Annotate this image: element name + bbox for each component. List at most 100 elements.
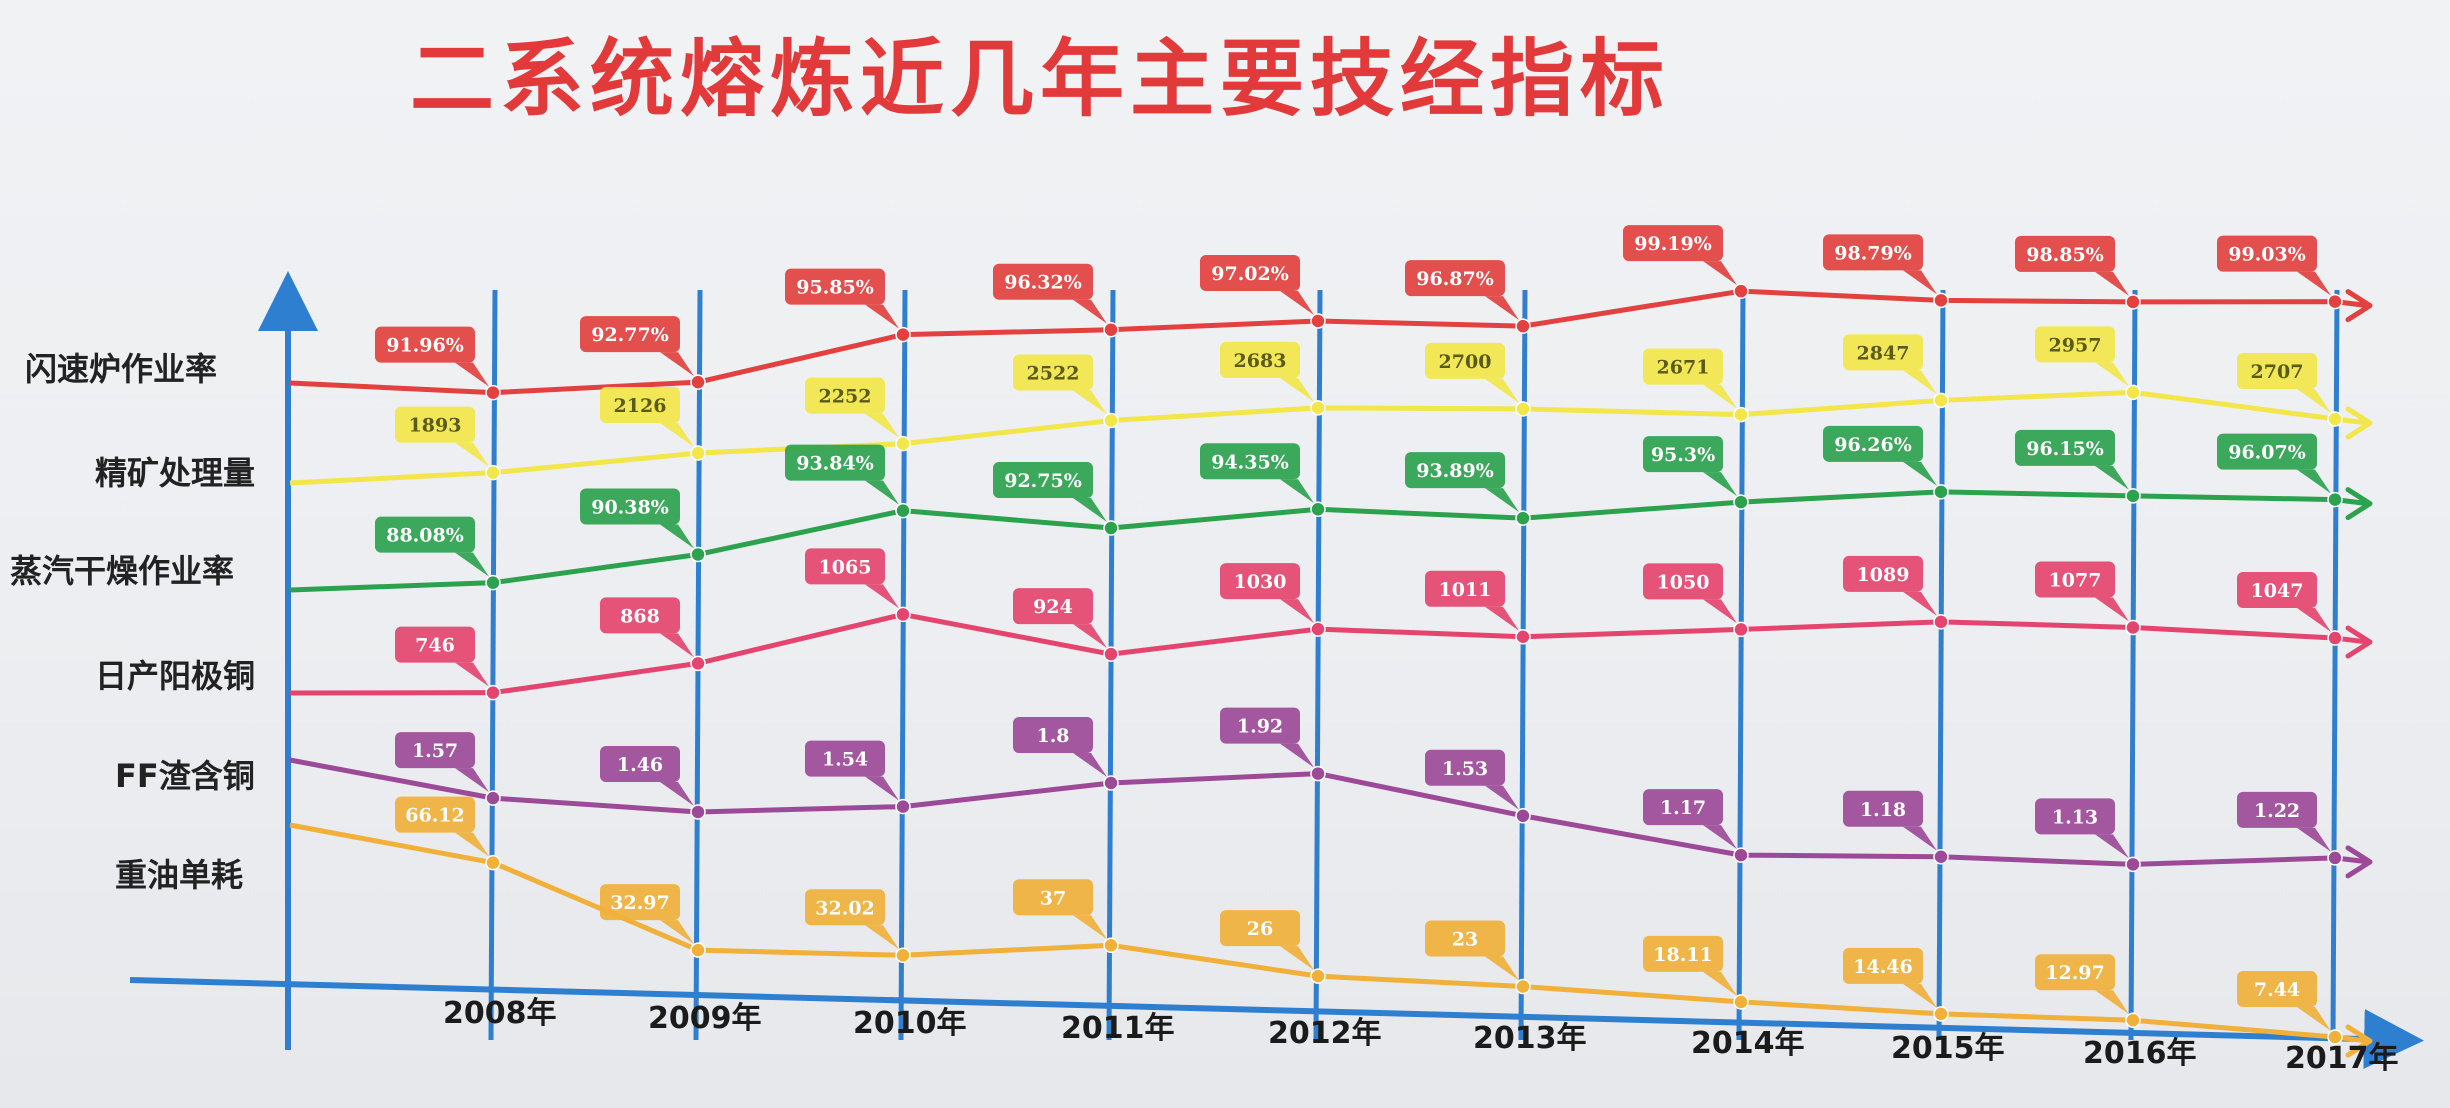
data-label-box [1405,260,1505,297]
year-gridline [1736,289,1746,1041]
series-name: 精矿处理量 [95,454,255,492]
data-point [895,502,911,519]
data-point [1103,520,1119,536]
data-label: 92.75% [1004,470,1082,492]
data-label: 2683 [1234,350,1287,372]
label-pointer [865,480,899,505]
data-point [1733,283,1749,299]
data-point [1933,392,1949,409]
data-point [1103,775,1119,791]
x-tick-label: 2011年 [1061,1011,1175,1046]
x-tick-labels: 2008年 2009年 2010年 2011年 2012年 2013年 2014年 2015年… [443,996,2399,1076]
data-point [895,947,911,964]
data-label-box [2035,954,2115,991]
data-label: 23 [1452,929,1478,951]
data-label-box [2035,326,2115,363]
data-label-box [1823,234,1923,271]
data-label-box [1843,947,1923,984]
data-label: 1011 [1439,579,1492,601]
data-point [1933,292,1949,309]
label-pointer [1280,479,1314,504]
data-label: 1.57 [412,740,458,762]
data-label-box [805,740,885,777]
series-name: 蒸汽干燥作业率 [10,552,234,590]
data-label: 14.46 [1853,956,1913,978]
data-point [2327,491,2343,508]
data-label-box [580,488,680,525]
data-label: 90.38% [591,496,669,518]
year-gridlines [488,289,2340,1041]
data-point [690,546,706,563]
data-point [1310,501,1326,518]
data-point [690,942,706,958]
series-group: 66.12 32.97 32.02 37 26 23 18.11 14.46 12.97 7.44 [289,796,2373,1058]
data-point [2327,293,2343,310]
data-point [1515,978,1531,995]
data-label-box [805,377,885,414]
series-line [289,288,2369,396]
x-tick-label: 2014年 [1691,1026,1805,1061]
data-label-box [1013,879,1093,916]
year-gridline [1106,289,1116,1041]
data-label: 37 [1040,887,1066,909]
data-label: 96.87% [1416,268,1494,290]
data-label: 95.3% [1651,444,1715,466]
data-point [2125,294,2141,310]
data-point [1933,614,1949,630]
data-point [2327,850,2343,866]
label-pointer [2095,834,2129,859]
data-point [485,790,501,806]
chart-axes [129,271,2424,1070]
data-point [485,464,501,481]
data-point [1515,629,1531,645]
data-label: 32.02 [815,897,875,919]
data-label-box [2237,791,2317,828]
label-pointer [865,925,899,950]
label-pointer [1073,299,1107,324]
data-label: 1077 [2049,570,2102,592]
series-group: 1893 2126 2252 2522 2683 2700 2671 2847 2957 2707 [289,326,2373,486]
label-pointer [865,304,899,329]
data-label: 95.85% [796,277,874,299]
x-tick-label: 2016年 [2083,1036,2197,1071]
data-label: 1030 [1234,571,1287,593]
data-label-box [1643,348,1723,385]
data-point [1733,406,1749,423]
data-point [1733,494,1749,510]
x-axis [129,977,2424,1070]
data-label-box [1823,425,1923,462]
data-label-box [1843,334,1923,371]
series-group: 88.08% 90.38% 93.84% 92.75% 94.35% 93.89% 95.3… [289,425,2373,593]
label-pointer [1485,296,1519,321]
data-label-box [1220,910,1300,947]
x-tick-label: 2012年 [1268,1016,1382,1051]
data-label: 2252 [819,386,872,408]
series-line [289,822,2369,1044]
label-pointer [1485,378,1519,403]
data-label: 26 [1247,918,1273,940]
label-pointer [455,662,489,687]
label-pointer [1903,461,1937,486]
data-label-box [600,597,680,634]
data-point [690,374,706,390]
data-point [1933,849,1949,865]
data-point [895,435,911,452]
data-label-box [1013,354,1093,391]
label-pointer [455,768,489,793]
label-pointer [1073,753,1107,778]
data-label: 99.19% [1634,233,1712,255]
series-group: 1.57 1.46 1.54 1.8 1.92 1.53 1.17 1.18 1.13 1.22 [289,707,2373,879]
series-arrow [2345,845,2373,879]
data-label: 96.15% [2026,438,2104,460]
data-label: 746 [415,635,455,657]
data-label: 93.84% [796,453,874,475]
data-label-box [993,263,1093,300]
data-label: 91.96% [386,335,464,357]
data-label-box [785,444,885,481]
data-point [1310,765,1326,782]
data-point [2125,488,2141,504]
label-pointer [2297,469,2331,494]
series-group: 91.96% 92.77% 95.85% 96.32% 97.02% 96.87% 99.1… [289,225,2373,401]
